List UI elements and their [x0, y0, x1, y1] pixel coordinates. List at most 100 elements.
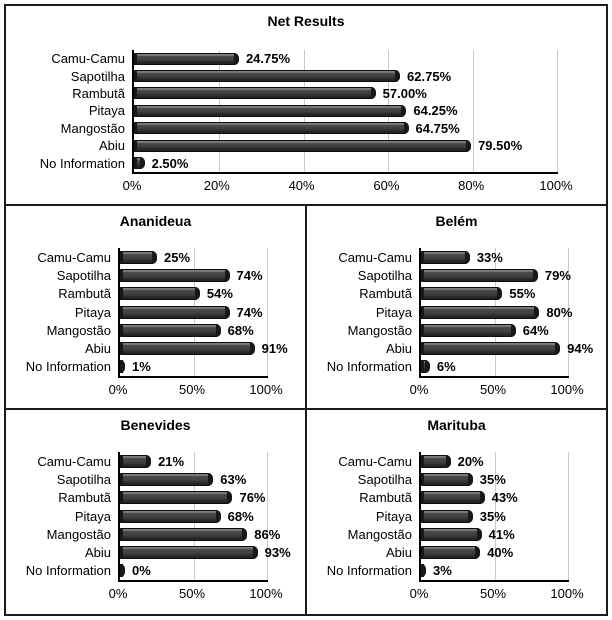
bar: [421, 564, 426, 578]
category-label: Pitaya: [74, 304, 111, 320]
x-axis: 0% 20% 40% 60% 80% 100%: [123, 178, 573, 196]
bar-row: 35%: [421, 507, 569, 525]
bar-value-label: 79.50%: [478, 138, 523, 154]
x-tick-label: 0%: [409, 586, 429, 601]
bar: [120, 268, 230, 282]
bar: [421, 472, 473, 486]
ananideua-panel: Ananideua Camu-Camu Sapotilha Rambutã Pitay…: [6, 206, 307, 408]
bar: [421, 250, 470, 264]
x-tick-label: 50%: [178, 382, 206, 397]
bar-value-label: 93%: [264, 545, 291, 561]
bottom-panels: Benevides Camu-Camu Sapotilha Rambutã Pitay…: [6, 410, 606, 614]
bar: [134, 104, 407, 117]
bar: [421, 527, 482, 541]
category-label: Abiu: [84, 341, 111, 357]
category-label: Pitaya: [375, 304, 412, 320]
bar-value-label: 40%: [487, 545, 514, 561]
bar: [421, 454, 451, 468]
x-tick-label: 0%: [108, 586, 128, 601]
category-label: Rambutã: [359, 286, 412, 302]
category-label: Camu-Camu: [338, 453, 412, 469]
bar: [421, 323, 516, 337]
category-label: Pitaya: [375, 508, 412, 524]
bar: [421, 342, 561, 356]
category-label: Sapotilha: [357, 471, 412, 487]
x-tick-label: 50%: [479, 586, 507, 601]
category-label: Abiu: [98, 138, 125, 154]
bar-row: 1%: [120, 358, 268, 376]
bar-row: 64%: [421, 321, 569, 339]
category-label: No Information: [39, 155, 125, 171]
bar: [120, 527, 248, 541]
bar: [421, 268, 538, 282]
x-tick-label: 100%: [550, 382, 584, 397]
category-axis: Camu-Camu Sapotilha Rambutã Pitaya Mangostão…: [307, 248, 419, 376]
bar-value-label: 74%: [236, 304, 263, 320]
bar-row: 86%: [120, 525, 280, 543]
chart-benevides: Benevides Camu-Camu Sapotilha Rambutã Pitay…: [6, 410, 305, 614]
bar: [421, 305, 540, 319]
bar-row: 3%: [421, 562, 569, 580]
bar-value-label: 64.75%: [415, 120, 460, 136]
bar: [421, 491, 485, 505]
category-label: Rambutã: [58, 286, 111, 302]
plot-area: 21% 63% 76% 68% 86% 93% 0%: [118, 452, 291, 582]
gridline: [568, 248, 569, 376]
bar: [120, 472, 214, 486]
chart-title: Belém: [435, 213, 478, 229]
bar-value-label: 24.75%: [245, 51, 291, 67]
category-label: Sapotilha: [70, 68, 125, 84]
category-label: Rambutã: [359, 490, 412, 506]
bar-row: 33%: [421, 248, 569, 266]
bar-row: 41%: [421, 525, 569, 543]
gridline: [557, 50, 558, 172]
category-label: Camu-Camu: [37, 249, 111, 265]
x-tick-label: 60%: [373, 178, 400, 193]
x-tick-label: 100%: [249, 382, 283, 397]
bar-value-label: 35%: [479, 508, 506, 524]
bar-row: 68%: [120, 507, 268, 525]
bar-value-label: 20%: [457, 453, 484, 469]
bar: [134, 122, 409, 135]
gridline: [267, 452, 268, 580]
bar: [120, 305, 230, 319]
bar: [134, 139, 472, 152]
category-label: Mangostão: [347, 322, 412, 338]
bar-value-label: 68%: [227, 508, 254, 524]
benevides-panel: Benevides Camu-Camu Sapotilha Rambutã Pitay…: [6, 410, 307, 614]
bar-row: 64.75%: [134, 120, 558, 137]
bar-value-label: 74%: [236, 267, 263, 283]
x-tick-label: 0%: [108, 382, 128, 397]
bar: [120, 564, 125, 578]
x-tick-label: 0%: [409, 382, 429, 397]
bar-row: 79%: [421, 266, 571, 284]
bar-value-label: 91%: [261, 341, 288, 357]
chart-title: Marituba: [427, 417, 486, 433]
category-label: Mangostão: [46, 526, 111, 542]
bar: [421, 546, 481, 560]
bar-value-label: 0%: [132, 563, 151, 579]
bar-row: 76%: [120, 489, 268, 507]
bar-value-label: 86%: [254, 526, 281, 542]
bar-value-label: 80%: [546, 304, 573, 320]
bar-row: 0%: [120, 562, 268, 580]
chart-body: Camu-Camu Sapotilha Rambutã Pitaya Mangostão…: [307, 248, 606, 378]
bar-value-label: 33%: [476, 249, 503, 265]
bar-value-label: 6%: [436, 359, 456, 375]
x-tick-label: 50%: [479, 382, 507, 397]
bar-row: 64.25%: [134, 102, 558, 119]
category-label: No Information: [326, 359, 412, 375]
chart-title: Benevides: [120, 417, 191, 433]
category-label: No Information: [25, 359, 111, 375]
chart-marituba: Marituba Camu-Camu Sapotilha Rambutã Pitaya…: [307, 410, 606, 614]
bar-row: 54%: [120, 285, 268, 303]
bar-row: 55%: [421, 285, 569, 303]
bar-value-label: 41%: [488, 526, 515, 542]
plot-area: 33% 79% 55% 80% 64% 94% 6%: [419, 248, 593, 378]
category-label: Abiu: [84, 545, 111, 561]
gridline: [473, 50, 475, 172]
category-label: Mangostão: [347, 526, 412, 542]
category-label: No Information: [326, 563, 412, 579]
bar-value-label: 35%: [479, 471, 506, 487]
bar-row: 35%: [421, 470, 569, 488]
